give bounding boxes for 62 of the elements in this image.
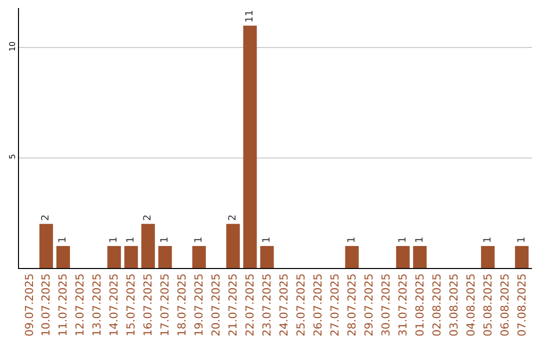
data-label: 1 [160,236,171,243]
x-tick-label: 03.08.2025 [447,273,460,336]
bar [141,224,155,268]
data-label: 1 [262,236,273,243]
bar [515,246,529,268]
bar [158,246,172,268]
x-tick-label: 18.07.2025 [176,273,189,336]
x-tick-label: 02.08.2025 [430,273,444,336]
x-tick-label: 15.07.2025 [124,273,138,336]
x-tick-label: 22.07.2025 [244,273,257,336]
x-tick-label: 30.07.2025 [379,273,392,336]
bar [260,246,274,268]
x-tick-label: 05.08.2025 [481,273,494,336]
bar [413,246,427,268]
data-label: 1 [516,236,528,243]
bar [481,246,495,268]
data-label: 1 [397,236,408,243]
x-tick-label: 24.07.2025 [278,273,291,336]
x-tick-label: 06.08.2025 [498,273,512,336]
bar [192,246,206,268]
x-tick-label: 26.07.2025 [312,273,325,336]
y-tick-label: 5 [8,154,17,160]
bar [56,246,70,268]
data-label: 1 [482,236,494,243]
x-tick-label: 31.07.2025 [396,273,410,336]
x-tick-label: 28.07.2025 [346,273,359,336]
x-tick-label: 04.08.2025 [464,273,478,336]
data-label: 1 [108,236,120,243]
data-label: 1 [346,236,358,243]
x-tick-label: 14.07.2025 [108,273,121,336]
x-tick-label: 27.07.2025 [328,273,342,336]
data-label: 2 [40,214,52,221]
x-tick-label: 19.07.2025 [192,273,206,336]
x-tick-label: 20.07.2025 [210,273,223,336]
data-label: 1 [194,236,205,243]
data-label: 2 [142,214,154,221]
x-tick-label: 13.07.2025 [90,273,104,336]
x-tick-label: 11.07.2025 [56,273,70,336]
x-tick-label: 17.07.2025 [158,273,172,336]
data-label: 1 [414,236,426,243]
y-tick-label: 10 [8,41,17,52]
bar [226,224,240,268]
x-tick-label: 16.07.2025 [142,273,155,336]
bar [107,246,121,268]
x-tick-label: 01.08.2025 [413,273,426,336]
bar [243,26,257,268]
bar [396,246,410,268]
x-tick-label: 21.07.2025 [226,273,240,336]
x-tick-label: 25.07.2025 [294,273,308,336]
x-tick-label: 07.08.2025 [515,273,528,336]
data-label: 2 [228,214,239,221]
data-label: 11 [244,10,256,23]
x-tick-label: 12.07.2025 [74,273,87,336]
x-tick-label: 29.07.2025 [362,273,376,336]
data-label: 1 [126,236,137,243]
x-tick-label: 09.07.2025 [22,273,36,336]
x-tick-label: 10.07.2025 [40,273,53,336]
bar [124,246,138,268]
bar [345,246,359,268]
data-label: 1 [58,236,69,243]
bar [39,224,53,268]
x-tick-label: 23.07.2025 [260,273,274,336]
